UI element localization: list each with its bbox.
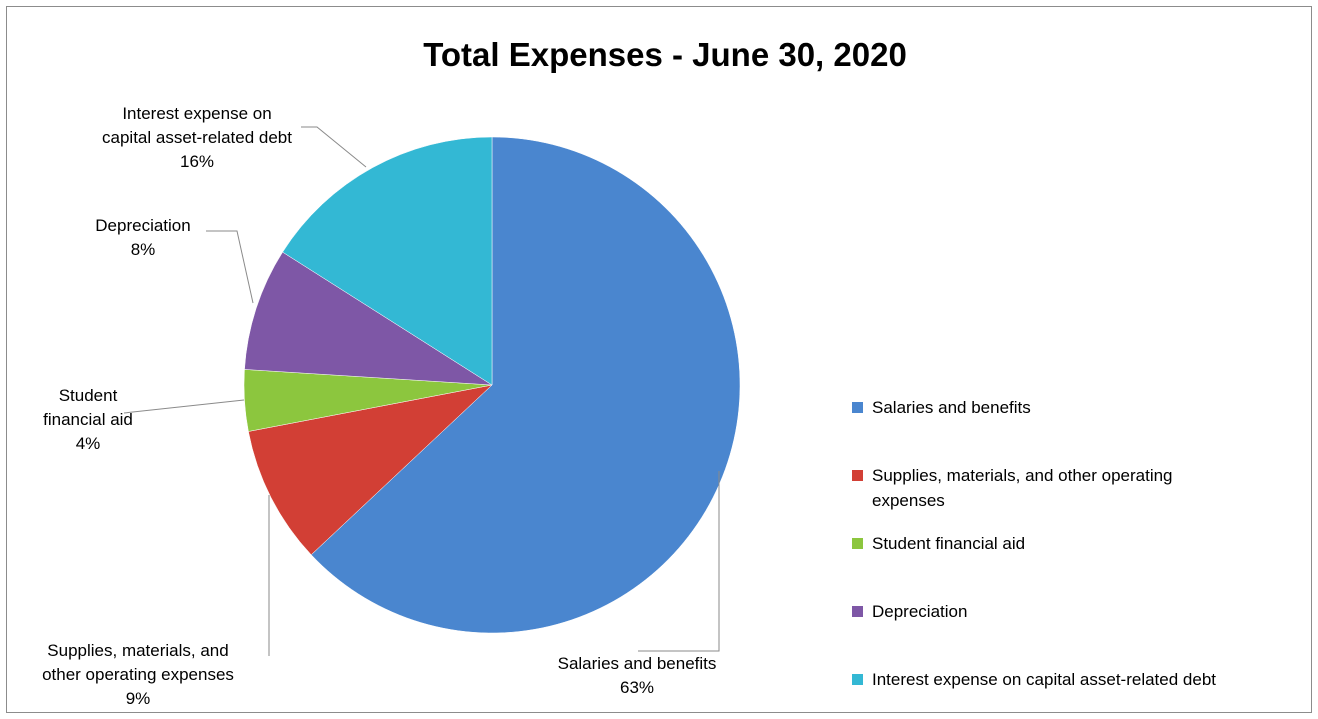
legend-swatch-supplies-materials-and-other-operating-expenses xyxy=(852,470,863,481)
pie-slice-depreciation xyxy=(244,251,493,386)
data-label-interest-expense-on-capital-asset-related-debt: Interest expense on capital asset-related… xyxy=(102,104,292,171)
legend-item-supplies-materials-and-other-operating-expenses: Supplies, materials, and other operating… xyxy=(852,466,1173,510)
legend-item-salaries-and-benefits: Salaries and benefits xyxy=(852,398,1031,417)
chart-frame: Total Expenses - June 30, 2020 Salaries … xyxy=(6,6,1312,713)
leader-line-student-financial-aid xyxy=(123,399,245,414)
leader-line-salaries-and-benefits xyxy=(638,471,720,652)
chart-title: Total Expenses - June 30, 2020 xyxy=(423,36,907,73)
legend-label-student-financial-aid: Student financial aid xyxy=(872,534,1025,553)
pie-slices xyxy=(243,136,741,634)
data-label-depreciation: Depreciation 8% xyxy=(95,216,190,259)
pie-slice-salaries-and-benefits xyxy=(310,136,741,634)
legend-label-depreciation: Depreciation xyxy=(872,602,967,621)
data-label-supplies-materials-and-other-operating-expenses: Supplies, materials, and other operating … xyxy=(42,641,234,708)
legend-swatch-student-financial-aid xyxy=(852,538,863,549)
pie-slice-interest-expense-on-capital-asset-related-debt xyxy=(282,136,493,386)
data-labels: Salaries and benefits 63% Supplies, materi… xyxy=(42,104,716,708)
legend-label-salaries-and-benefits: Salaries and benefits xyxy=(872,398,1031,417)
legend-label-supplies-materials-and-other-operating-expenses: Supplies, materials, and other operating… xyxy=(872,466,1173,510)
legend-item-interest-expense-on-capital-asset-related-debt: Interest expense on capital asset-relate… xyxy=(852,670,1216,689)
legend-label-interest-expense-on-capital-asset-related-debt: Interest expense on capital asset-relate… xyxy=(872,670,1216,689)
legend-item-student-financial-aid: Student financial aid xyxy=(852,534,1025,553)
leader-line-interest-expense-on-capital-asset-related-debt xyxy=(301,126,367,168)
legend-swatch-depreciation xyxy=(852,606,863,617)
pie-slice-supplies-materials-and-other-operating-expenses xyxy=(248,384,493,556)
data-label-student-financial-aid: Student financial aid 4% xyxy=(43,386,133,453)
leader-lines xyxy=(123,126,720,656)
data-label-salaries-and-benefits: Salaries and benefits 63% xyxy=(558,654,717,697)
pie-chart: Total Expenses - June 30, 2020 Salaries … xyxy=(42,36,1216,708)
leader-line-depreciation xyxy=(206,230,254,304)
legend-swatch-salaries-and-benefits xyxy=(852,402,863,413)
legend-swatch-interest-expense-on-capital-asset-related-debt xyxy=(852,674,863,685)
legend-item-depreciation: Depreciation xyxy=(852,602,967,621)
legend: Salaries and benefits Supplies, materials… xyxy=(852,398,1216,689)
